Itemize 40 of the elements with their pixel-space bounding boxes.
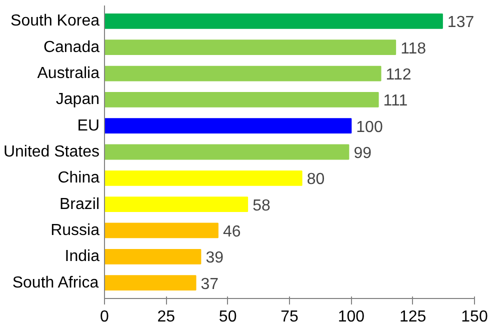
data-label: 37 — [200, 276, 219, 293]
y-tick-label: Russia — [50, 222, 100, 239]
y-tick-label: South Africa — [12, 274, 99, 292]
bar — [104, 248, 202, 264]
data-label: 58 — [252, 197, 270, 214]
bar — [104, 222, 218, 238]
data-label: 137 — [447, 14, 474, 32]
bar — [104, 118, 352, 134]
x-tick-label: 100 — [338, 308, 365, 324]
data-label: 99 — [354, 145, 372, 162]
y-tick-label: Canada — [43, 38, 100, 56]
bar — [104, 14, 443, 29]
data-label: 100 — [356, 118, 383, 136]
x-tick-label: 150 — [461, 308, 488, 324]
y-tick-label: Brazil — [59, 196, 100, 213]
data-label: 80 — [306, 171, 325, 188]
x-tick-label: 25 — [157, 308, 176, 324]
data-label: 118 — [400, 40, 426, 58]
bar — [104, 170, 302, 186]
y-tick-label: China — [58, 170, 100, 187]
bar — [104, 66, 382, 82]
bar — [104, 92, 379, 108]
y-tick-label: Japan — [56, 91, 100, 108]
data-label: 39 — [206, 250, 224, 267]
y-tick-label: India — [64, 248, 100, 266]
x-tick-label: 50 — [218, 308, 237, 324]
bar — [104, 196, 248, 212]
x-tick-label: 125 — [399, 308, 426, 324]
data-label: 112 — [386, 66, 412, 84]
y-tick-label: EU — [77, 117, 100, 134]
bar — [104, 275, 196, 290]
bar — [104, 40, 396, 56]
data-label: 111 — [383, 92, 408, 110]
y-tick-label: Australia — [37, 65, 100, 82]
x-tick-label: 0 — [100, 308, 110, 324]
data-label: 46 — [222, 223, 241, 240]
bar — [104, 144, 350, 160]
y-tick-label: United States — [3, 144, 100, 160]
x-tick-label: 75 — [280, 308, 298, 324]
y-tick-label: South Korea — [10, 12, 100, 30]
